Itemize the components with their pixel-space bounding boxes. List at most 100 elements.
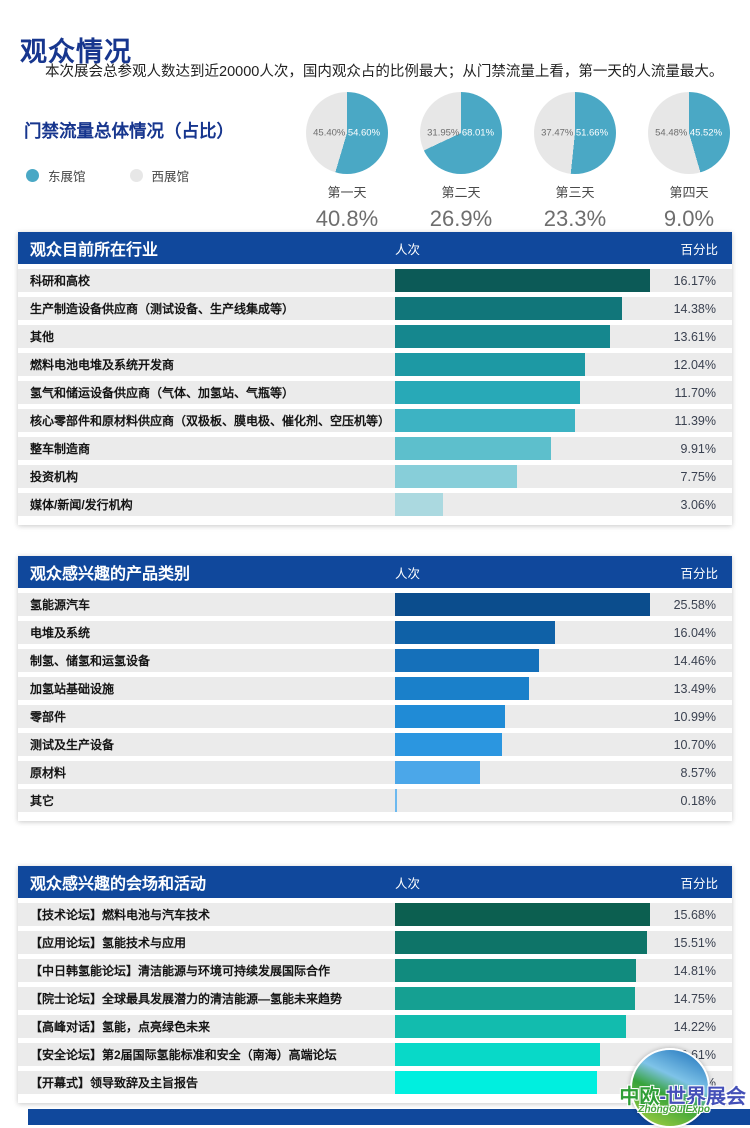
table-row: 科研和高校 16.17%	[18, 269, 732, 292]
east-share-label: 54.60%	[347, 127, 381, 139]
bar-track	[395, 959, 650, 982]
row-percentage: 12.04%	[673, 357, 716, 372]
row-label: 【院士论坛】全球最具发展潜力的清洁能源—氢能未来趋势	[30, 992, 343, 1006]
row-label: 制氢、储氢和运氢设备	[30, 654, 151, 668]
row-label: 氢气和储运设备供应商（气体、加氢站、气瓶等）	[30, 386, 295, 400]
row-percentage: 15.68%	[673, 907, 716, 922]
logo-cn-text: 中欧-世界展会	[619, 1080, 746, 1109]
table-row: 【技术论坛】燃料电池与汽车技术 15.68%	[18, 903, 732, 926]
bar-track	[395, 987, 650, 1010]
row-percentage: 14.22%	[673, 1019, 716, 1034]
bar-track	[395, 465, 650, 488]
table-row: 生产制造设备供应商（测试设备、生产线集成等） 14.38%	[18, 297, 732, 320]
expo-logo: 中欧-世界展会 ZhongOu Expo	[590, 1046, 750, 1128]
table-rows: 氢能源汽车 25.58% 电堆及系统 16.04% 制氢、储氢和运氢设备 14.46% 加氢…	[18, 593, 732, 812]
bar	[395, 931, 648, 954]
bar-track	[395, 1015, 650, 1038]
pie-day-label: 第三天	[555, 185, 595, 200]
bar	[395, 959, 636, 982]
row-label: 氢能源汽车	[30, 598, 91, 612]
table-row: 氢气和储运设备供应商（气体、加氢站、气瓶等） 11.70%	[18, 381, 732, 404]
logo-cn-part2: -世界展会	[659, 1086, 746, 1108]
bar	[395, 1043, 601, 1066]
row-label: 原材料	[30, 766, 67, 780]
pie-day-total: 23.3%	[543, 206, 607, 231]
table-row: 【应用论坛】氢能技术与应用 15.51%	[18, 931, 732, 954]
pie-day-label: 第一天	[327, 185, 367, 200]
row-label: 【中日韩氢能论坛】清洁能源与环境可持续发展国际合作	[30, 964, 331, 978]
bar-track	[395, 677, 650, 700]
pie-block-day-2: 31.95% 68.01% 第二天 26.9%	[404, 92, 518, 232]
legend-item: 西展馆	[129, 166, 190, 185]
bar	[395, 593, 650, 616]
west-share-label: 45.40%	[313, 127, 346, 139]
row-percentage: 14.46%	[673, 653, 716, 668]
bar-track	[395, 621, 650, 644]
table-row: 【安全论坛】第2届国际氢能标准和安全（南海）高端论坛 12.61%	[18, 1043, 732, 1066]
west-share-label: 37.47%	[541, 127, 574, 139]
table-rows: 【技术论坛】燃料电池与汽车技术 15.68% 【应用论坛】氢能技术与应用 15.51%…	[18, 903, 732, 1094]
bar	[395, 903, 650, 926]
bar	[395, 1015, 627, 1038]
bar	[395, 649, 540, 672]
pie-day-total: 26.9%	[429, 206, 493, 231]
east-share-label: 45.52%	[689, 127, 723, 139]
bar	[395, 353, 585, 376]
pie-day-total: 40.8%	[315, 206, 379, 231]
bar-track	[395, 733, 650, 756]
row-label: 电堆及系统	[30, 626, 91, 640]
table-row: 加氢站基础设施 13.49%	[18, 677, 732, 700]
row-percentage: 14.75%	[673, 991, 716, 1006]
pie-block-day-4: 54.48% 45.52% 第四天 9.0%	[632, 92, 746, 232]
table-row: 【中日韩氢能论坛】清洁能源与环境可持续发展国际合作 14.81%	[18, 959, 732, 982]
east-share-label: 68.01%	[461, 127, 495, 139]
table-row: 【高峰对话】氢能，点亮绿色未来 14.22%	[18, 1015, 732, 1038]
row-label: 零部件	[30, 710, 67, 724]
bar	[395, 705, 505, 728]
logo-cn-part1: 中欧	[619, 1086, 660, 1108]
bar-track	[395, 593, 650, 616]
access-flow-title: 门禁流量总体情况（占比）	[24, 121, 234, 141]
row-percentage: 11.39%	[674, 413, 716, 428]
bar	[395, 1071, 597, 1094]
bar	[395, 409, 575, 432]
table-row: 【院士论坛】全球最具发展潜力的清洁能源—氢能未来趋势 14.75%	[18, 987, 732, 1010]
table-title: 观众目前所在行业	[30, 242, 159, 259]
legend-label: 东展馆	[48, 170, 86, 184]
table-row: 测试及生产设备 10.70%	[18, 733, 732, 756]
bar-track	[395, 353, 650, 376]
table-row: 制氢、储氢和运氢设备 14.46%	[18, 649, 732, 672]
column-header-visits: 人次	[395, 876, 421, 891]
table-header: 观众感兴趣的产品类别 人次 百分比	[18, 556, 732, 588]
row-percentage: 10.70%	[673, 737, 716, 752]
bar	[395, 761, 481, 784]
pie-block-day-1: 45.40% 54.60% 第一天 40.8%	[290, 92, 404, 232]
table-row: 其它 0.18%	[18, 789, 732, 812]
table-header: 观众目前所在行业 人次 百分比	[18, 232, 732, 264]
table-row: 核心零部件和原材料供应商（双极板、膜电极、催化剂、空压机等） 11.39%	[18, 409, 732, 432]
table-header: 观众感兴趣的会场和活动 人次 百分比	[18, 866, 732, 898]
bar-track	[395, 381, 650, 404]
column-header-percentage: 百分比	[680, 876, 718, 891]
venue-activity-table: 观众感兴趣的会场和活动 人次 百分比 【技术论坛】燃料电池与汽车技术 15.68%…	[18, 866, 732, 1103]
product-interest-table: 观众感兴趣的产品类别 人次 百分比 氢能源汽车 25.58% 电堆及系统 16.04%…	[18, 556, 732, 821]
bar	[395, 493, 444, 516]
legend-item: 东展馆	[26, 166, 86, 185]
row-percentage: 7.75%	[680, 469, 716, 484]
row-label: 【应用论坛】氢能技术与应用	[30, 936, 187, 950]
row-label: 投资机构	[30, 470, 79, 484]
legend-label: 西展馆	[151, 170, 190, 184]
row-label: 【开幕式】领导致辞及主旨报告	[30, 1076, 199, 1090]
row-percentage: 15.51%	[673, 935, 716, 950]
page-title: 观众情况	[20, 37, 132, 68]
logo-en-text: ZhongOu Expo	[638, 1104, 710, 1115]
row-percentage: 25.58%	[673, 597, 716, 612]
table-row: 投资机构 7.75%	[18, 465, 732, 488]
row-percentage: 0.18%	[680, 793, 716, 808]
bar-track	[395, 931, 650, 954]
row-label: 燃料电池电堆及系统开发商	[30, 358, 175, 372]
pie-chart-day-3: 37.47% 51.66%	[534, 92, 616, 174]
pie-block-day-3: 37.47% 51.66% 第三天 23.3%	[518, 92, 632, 232]
row-percentage: 13.61%	[673, 329, 716, 344]
table-title: 观众感兴趣的产品类别	[30, 566, 191, 583]
